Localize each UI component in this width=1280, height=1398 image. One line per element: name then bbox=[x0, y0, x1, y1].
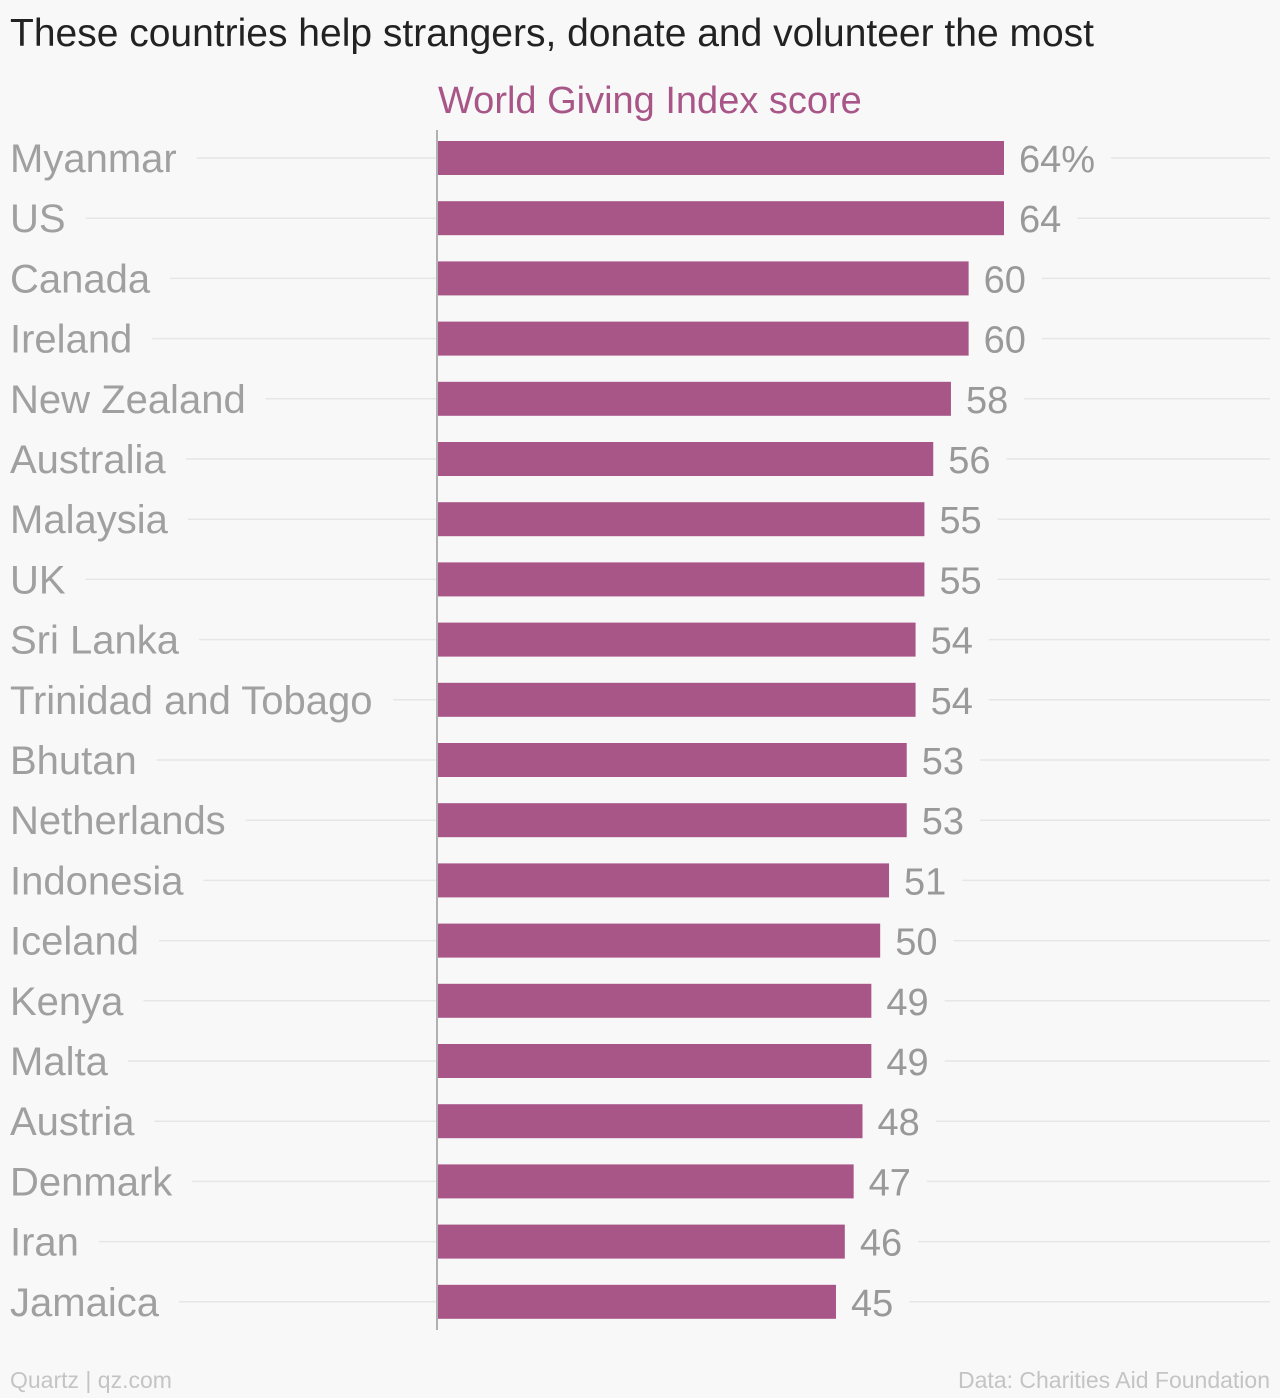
category-label: Netherlands bbox=[10, 799, 226, 843]
value-label: 56 bbox=[948, 440, 990, 482]
bar bbox=[438, 562, 925, 597]
category-label: Canada bbox=[10, 257, 151, 301]
category-label: Denmark bbox=[10, 1160, 173, 1204]
value-labels: 64% 64 60 60 58 56 55 55 54 54 53 53 51 50 49 49 48 47 46 4… bbox=[851, 139, 1095, 1325]
value-label: 55 bbox=[939, 500, 981, 542]
value-label: 46 bbox=[860, 1223, 902, 1265]
bar bbox=[438, 743, 907, 777]
bar bbox=[438, 682, 916, 717]
value-label: 53 bbox=[922, 801, 964, 843]
gridlines bbox=[85, 157, 1270, 1303]
value-label: 51 bbox=[904, 861, 946, 903]
bar bbox=[438, 442, 934, 476]
category-label: Austria bbox=[10, 1100, 135, 1144]
value-label: 45 bbox=[851, 1283, 893, 1325]
category-label: Iceland bbox=[10, 920, 139, 964]
category-label: Myanmar bbox=[10, 137, 177, 181]
category-label: Indonesia bbox=[10, 859, 184, 903]
value-label: 50 bbox=[895, 922, 937, 964]
value-label: 54 bbox=[931, 621, 973, 663]
category-label: UK bbox=[10, 558, 66, 602]
bar bbox=[438, 261, 969, 296]
value-label: 49 bbox=[886, 1042, 928, 1084]
bar bbox=[438, 502, 925, 537]
bar bbox=[438, 622, 916, 657]
category-label: Iran bbox=[10, 1221, 79, 1265]
category-label: Ireland bbox=[10, 318, 132, 362]
value-label: 58 bbox=[966, 380, 1008, 422]
credit-text: Quartz | qz.com bbox=[10, 1367, 172, 1393]
bar bbox=[438, 1104, 863, 1139]
value-label: 53 bbox=[922, 741, 964, 783]
category-labels: Myanmar US Canada Ireland New Zealand Austral… bbox=[10, 137, 373, 1325]
bar bbox=[438, 141, 1004, 175]
bar bbox=[438, 321, 969, 356]
bars bbox=[438, 141, 1004, 1319]
bar bbox=[438, 863, 890, 898]
value-label: 47 bbox=[869, 1162, 911, 1204]
bar bbox=[438, 983, 872, 1018]
category-label: Kenya bbox=[10, 980, 124, 1024]
value-label: 49 bbox=[886, 982, 928, 1024]
bar bbox=[438, 1044, 872, 1078]
value-label: 60 bbox=[984, 259, 1026, 301]
category-label: Bhutan bbox=[10, 739, 137, 783]
value-label: 64 bbox=[1019, 199, 1061, 241]
category-label: Sri Lanka bbox=[10, 619, 180, 663]
value-label: 55 bbox=[939, 560, 981, 602]
bar bbox=[438, 1224, 845, 1259]
bar bbox=[438, 381, 951, 416]
bar bbox=[438, 1164, 854, 1199]
bar bbox=[438, 201, 1004, 236]
category-label: Jamaica bbox=[10, 1281, 160, 1325]
category-label: Trinidad and Tobago bbox=[10, 679, 373, 723]
value-label: 48 bbox=[878, 1102, 920, 1144]
bar bbox=[438, 923, 881, 958]
bar bbox=[438, 803, 907, 838]
category-label: Malta bbox=[10, 1040, 109, 1084]
category-label: New Zealand bbox=[10, 378, 246, 422]
chart-title: These countries help strangers, donate a… bbox=[10, 12, 1094, 55]
bar bbox=[438, 1284, 836, 1319]
category-label: Malaysia bbox=[10, 498, 169, 542]
value-label: 54 bbox=[931, 681, 973, 723]
value-label: 60 bbox=[984, 320, 1026, 362]
source-text: Data: Charities Aid Foundation bbox=[958, 1367, 1270, 1393]
series-label: World Giving Index score bbox=[438, 80, 862, 122]
category-label: US bbox=[10, 197, 66, 241]
value-label: 64% bbox=[1019, 139, 1095, 181]
category-label: Australia bbox=[10, 438, 166, 482]
